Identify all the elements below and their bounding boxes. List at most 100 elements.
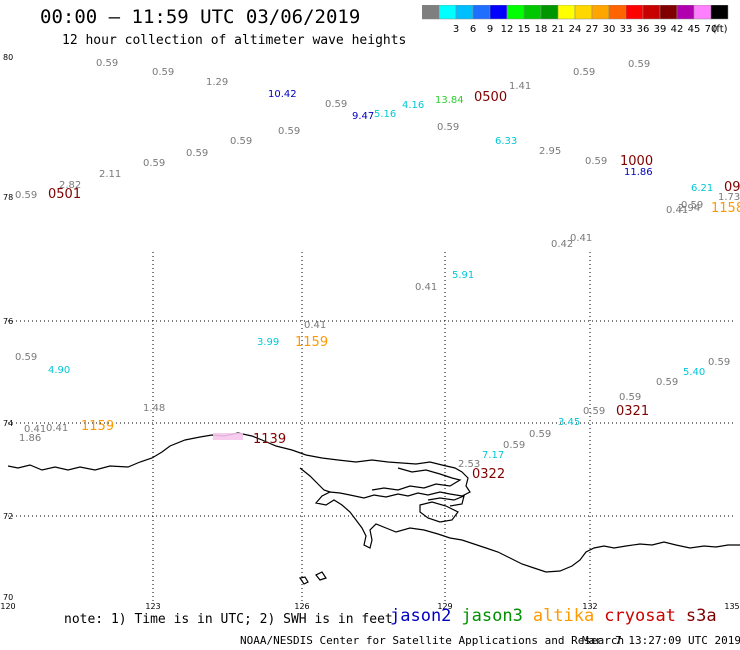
wave-height-label: 0.41 (304, 320, 326, 331)
track-marker (213, 433, 243, 440)
wave-height-label: 0.42 (551, 239, 573, 250)
wave-height-label: 10.42 (268, 89, 297, 100)
measurement-labels: 0.59 0.59 1.29 10.42 0.59 9.47 5.16 4.16 13.84 1.… (15, 58, 740, 482)
wave-height-label: 6.21 (691, 183, 713, 194)
coastline-island (299, 576, 309, 585)
wave-height-label: 2.11 (99, 169, 121, 180)
map-subtitle: 12 hour collection of altimeter wave hei… (62, 33, 407, 48)
latitude-label: 70 (3, 593, 13, 602)
wave-height-label: 2.82 (59, 180, 81, 191)
time-label: 0321 (616, 404, 649, 419)
time-label: 0501 (48, 187, 81, 202)
wave-height-label: 0.59 (585, 156, 607, 167)
wave-height-label: 9.47 (352, 111, 374, 122)
wave-height-label: 0.59 (656, 377, 678, 388)
wave-height-label: 2.94 (678, 203, 700, 214)
scale-tick-label: 30 (603, 24, 616, 35)
scale-unit-label: (ft) (712, 24, 727, 35)
wave-height-color-scale: 3 6 9 12 15 18 21 24 27 30 33 36 39 42 45 70(ft) (422, 5, 729, 35)
wave-height-label: 1.86 (19, 433, 41, 444)
wave-height-label: 0.41 (570, 233, 592, 244)
wave-height-label: 0.59 (619, 392, 641, 403)
wave-height-label: 5.40 (683, 367, 705, 378)
latitude-label: 74 (3, 419, 13, 428)
scale-tick-label: 27 (586, 24, 599, 35)
scale-tick-label: 39 (654, 24, 667, 35)
legend-item-altika: altika (532, 606, 595, 626)
legend-item-cryosat: cryosat (604, 606, 676, 626)
coastline (7, 432, 740, 585)
longitude-label: 129 (437, 602, 452, 611)
wave-height-label: 13.84 (435, 95, 464, 106)
footer-credit: NOAA/NESDIS Center for Satellite Applica… (240, 634, 625, 647)
wave-height-label: 0.59 (143, 158, 165, 169)
time-label: 1159 (295, 335, 328, 350)
wave-height-label: 0.59 (628, 59, 650, 70)
wave-height-label: 0.59 (503, 440, 525, 451)
scale-tick-label: 21 (552, 24, 565, 35)
wave-height-label: 1.48 (143, 403, 165, 414)
coastline-peninsula (299, 467, 331, 493)
wave-height-label: 1.41 (509, 81, 531, 92)
latitude-label: 72 (3, 512, 13, 521)
scale-tick-label: 12 (501, 24, 514, 35)
wave-height-label: 0.59 (186, 148, 208, 159)
wave-height-label: 0.59 (529, 429, 551, 440)
scale-tick-label: 33 (620, 24, 633, 35)
latitude-label: 78 (3, 193, 13, 202)
scale-tick-label: 45 (688, 24, 701, 35)
scale-tick-label: 24 (569, 24, 582, 35)
wave-height-label: 0.59 (325, 99, 347, 110)
footer-timestamp: Mar 7 13:27:09 UTC 2019 (582, 634, 740, 647)
wave-height-label: 0.41 (415, 282, 437, 293)
scale-tick-label: 42 (671, 24, 684, 35)
coastline-island (419, 501, 459, 523)
time-label: 1139 (253, 432, 286, 447)
legend-item-jason2: jason2 (390, 606, 452, 626)
wave-height-label: 3.99 (257, 337, 279, 348)
wave-height-label: 0.59 (152, 67, 174, 78)
time-label: 0322 (472, 467, 505, 482)
longitude-label: 132 (582, 602, 597, 611)
wave-height-label: 0.41 (666, 205, 688, 216)
longitude-label: 135 (724, 602, 739, 611)
wave-height-label: 0.59 (573, 67, 595, 78)
scale-tick-label: 36 (637, 24, 650, 35)
time-label: 1159 (81, 419, 114, 434)
wave-height-label: 5.91 (452, 270, 474, 281)
satellite-legend: jason2 jason3 altika cryosat s3a (390, 606, 727, 626)
wave-height-label: 2.95 (539, 146, 561, 157)
map-title: 00:00 – 11:59 UTC 03/06/2019 (40, 6, 361, 28)
wave-height-label: 0.41 (46, 423, 68, 434)
longitude-label: 123 (145, 602, 160, 611)
wave-height-label: 0.59 (278, 126, 300, 137)
scale-tick-label: 9 (487, 24, 493, 35)
scale-tick-label: 70 (705, 24, 718, 35)
wave-height-label: 0.59 (15, 190, 37, 201)
wave-height-label: 5.16 (374, 109, 396, 120)
coastline-delta (371, 467, 462, 491)
wave-height-label: 4.16 (402, 100, 424, 111)
wave-height-label: 7.17 (482, 450, 504, 461)
wave-height-label: 0.59 (96, 58, 118, 69)
coastline-island (427, 495, 465, 507)
scale-tick-label: 15 (518, 24, 531, 35)
wave-height-label: 2.53 (458, 459, 480, 470)
latitude-label: 76 (3, 317, 13, 326)
scale-tick-label: 18 (535, 24, 548, 35)
time-label: 09 (724, 180, 740, 195)
wave-height-label: 4.90 (48, 365, 70, 376)
longitude-label: 126 (294, 602, 309, 611)
wave-height-label: 0.41 (24, 424, 46, 435)
coastline-island (315, 571, 327, 581)
wave-height-label: 1.29 (206, 77, 228, 88)
wave-height-label: 3.45 (558, 417, 580, 428)
latitude-label: 80 (3, 53, 13, 62)
wave-height-label: 0.59 (681, 200, 703, 211)
legend-item-jason3: jason3 (461, 606, 523, 626)
scale-tick-label: 3 (453, 24, 459, 35)
footer-note: note: 1) Time is in UTC; 2) SWH is in fe… (64, 612, 393, 627)
wave-height-label: 0.59 (230, 136, 252, 147)
